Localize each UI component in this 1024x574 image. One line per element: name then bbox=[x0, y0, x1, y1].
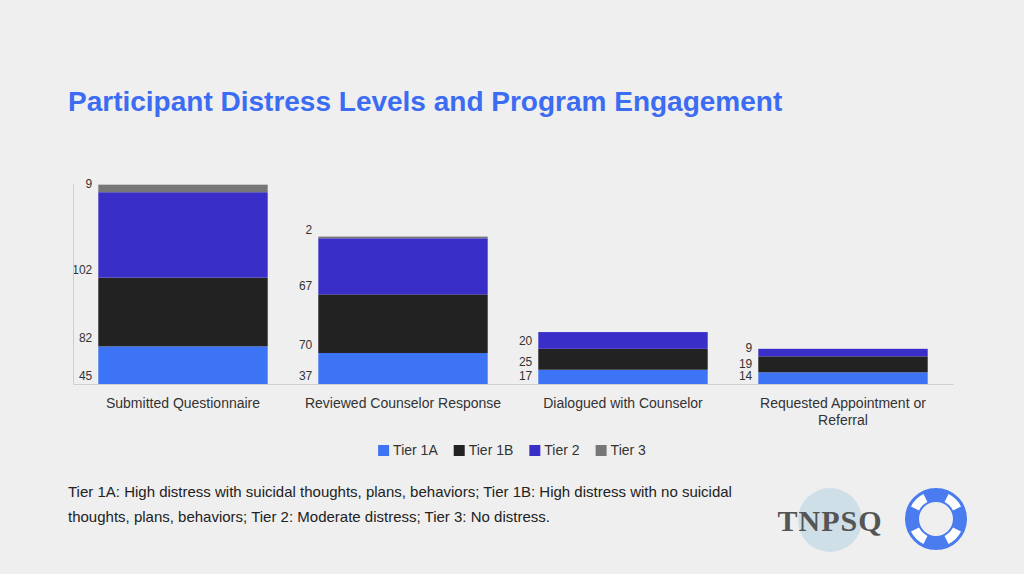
legend-item: Tier 2 bbox=[529, 442, 579, 458]
data-label: 67 bbox=[299, 279, 313, 293]
text-line: Reviewed Counselor Response bbox=[305, 395, 501, 411]
x-tick-label: Submitted Questionnaire bbox=[106, 395, 260, 411]
text-line: Referral bbox=[818, 412, 868, 428]
legend-item: Tier 1A bbox=[378, 442, 438, 458]
text-line: Requested Appointment or bbox=[760, 395, 926, 411]
bar-segment bbox=[538, 370, 707, 384]
y-axis-line bbox=[73, 184, 74, 385]
background bbox=[0, 0, 1024, 574]
data-labels: 45821029377067217252014199 bbox=[72, 177, 752, 383]
data-label: 82 bbox=[79, 331, 93, 345]
x-tick-label: Dialogued with Counselor bbox=[543, 395, 703, 411]
x-tick: Requested Appointment orReferral bbox=[760, 395, 926, 428]
x-tick: Reviewed Counselor Response bbox=[305, 395, 501, 411]
bar-segment bbox=[758, 349, 927, 357]
x-tick-label: Reviewed Counselor Response bbox=[305, 395, 501, 411]
text-line: thoughts, plans, behaviors; Tier 2: Mode… bbox=[68, 508, 550, 525]
legend-label: Tier 1A bbox=[393, 442, 438, 458]
data-label: 45 bbox=[79, 369, 93, 383]
bar-segment bbox=[758, 372, 927, 384]
x-tick-label: Requested Appointment orReferral bbox=[760, 395, 926, 428]
text-line: Dialogued with Counselor bbox=[543, 395, 703, 411]
bar-segment bbox=[98, 346, 267, 384]
legend-swatch bbox=[529, 445, 540, 456]
logo: TNPSQ bbox=[777, 488, 882, 552]
data-label: 9 bbox=[86, 177, 93, 191]
data-label: 70 bbox=[299, 338, 313, 352]
legend-swatch bbox=[454, 445, 465, 456]
data-label: 20 bbox=[519, 334, 533, 348]
footnote: Tier 1A: High distress with suicidal tho… bbox=[68, 483, 732, 525]
y-axis bbox=[73, 184, 74, 385]
bar-segment bbox=[758, 356, 927, 372]
bar-segment bbox=[318, 237, 487, 239]
logo-text: TNPSQ bbox=[777, 504, 882, 537]
lifebuoy-ring bbox=[906, 489, 966, 549]
legend-label: Tier 2 bbox=[544, 442, 579, 458]
lifebuoy-stripe bbox=[945, 528, 961, 544]
text-line: Submitted Questionnaire bbox=[106, 395, 260, 411]
bars bbox=[98, 185, 927, 384]
legend-item: Tier 1B bbox=[454, 442, 514, 458]
lifebuoy-stripe bbox=[945, 494, 961, 510]
legend-item: Tier 3 bbox=[596, 442, 646, 458]
lifebuoy-stripe bbox=[911, 494, 927, 510]
legend-label: Tier 3 bbox=[611, 442, 646, 458]
data-label: 37 bbox=[299, 369, 313, 383]
bar-segment bbox=[318, 294, 487, 353]
bar-segment bbox=[98, 192, 267, 277]
legend-label: Tier 1B bbox=[469, 442, 514, 458]
bar-segment bbox=[538, 349, 707, 370]
chart-title: Participant Distress Levels and Program … bbox=[68, 86, 782, 117]
x-axis: Submitted Questionnaire Reviewed Counselo… bbox=[74, 385, 954, 428]
bar-segment bbox=[98, 185, 267, 193]
legend: Tier 1A Tier 1B Tier 2 Tier 3 bbox=[378, 442, 646, 458]
bar-segment bbox=[98, 278, 267, 347]
data-label: 17 bbox=[519, 369, 533, 383]
chart-root: Participant Distress Levels and Program … bbox=[0, 0, 1024, 574]
text-line: Tier 1A: High distress with suicidal tho… bbox=[68, 483, 732, 500]
lifebuoy-outline bbox=[906, 489, 966, 549]
bar-segment bbox=[318, 238, 487, 294]
x-tick: Submitted Questionnaire bbox=[106, 395, 260, 411]
bar-segment bbox=[318, 353, 487, 384]
data-label: 19 bbox=[739, 357, 753, 371]
lifebuoy-icon bbox=[906, 489, 966, 549]
data-label: 9 bbox=[746, 341, 753, 355]
data-label: 102 bbox=[72, 263, 92, 277]
legend-swatch bbox=[378, 445, 389, 456]
data-label: 25 bbox=[519, 355, 533, 369]
x-axis-line bbox=[74, 384, 954, 385]
legend-swatch bbox=[596, 445, 607, 456]
x-tick: Dialogued with Counselor bbox=[543, 395, 703, 411]
data-label: 2 bbox=[306, 223, 313, 237]
lifebuoy-stripe bbox=[911, 528, 927, 544]
bar-segment bbox=[538, 332, 707, 349]
